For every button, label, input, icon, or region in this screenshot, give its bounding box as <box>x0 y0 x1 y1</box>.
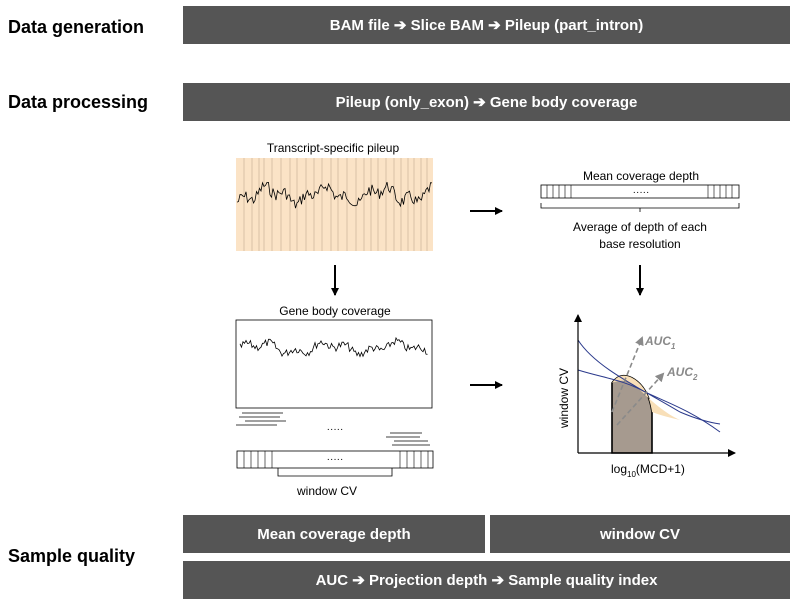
data-processing-flow-bar: Pileup (only_exon) ➔ Gene body coverage <box>183 83 790 121</box>
auc2-region <box>611 374 653 454</box>
auc2-arrow <box>616 372 665 426</box>
auc2-label: AUC2 <box>666 365 698 382</box>
window-cv-strip <box>236 450 434 469</box>
plot-x-label: log10(MCD+1) <box>611 462 685 479</box>
window-cv-box: window CV <box>490 515 790 553</box>
sample-quality-flow-bar: AUC ➔ Projection depth ➔ Sample quality … <box>183 561 790 599</box>
mcd-bracket <box>540 203 740 212</box>
coverage-dots: ····· <box>327 424 344 435</box>
plot-y-label: window CV <box>557 368 571 429</box>
mcd-note-line1: Average of depth of each <box>573 220 707 234</box>
pileup-title: Transcript-specific pileup <box>267 141 400 155</box>
window-cv-label: window CV <box>296 484 357 498</box>
section-label-data-generation: Data generation <box>8 17 145 37</box>
section-label-data-processing: Data processing <box>8 92 149 112</box>
auc-plot: AUC1 AUC2 window CV log10(MCD+1) <box>557 314 736 479</box>
auc1-arrow <box>611 336 644 413</box>
sliding-windows-left <box>236 412 286 426</box>
coverage-trace <box>239 336 428 358</box>
mcd-window-strip <box>540 184 740 199</box>
auc1-label: AUC1 <box>644 334 676 351</box>
sliding-windows-right <box>386 432 430 446</box>
section-label-sample-quality: Sample quality <box>8 546 136 566</box>
data-generation-flow-bar: BAM file ➔ Slice BAM ➔ Pileup (part_intr… <box>183 6 790 44</box>
curve-sample-1 <box>577 339 721 425</box>
mean-coverage-depth-box: Mean coverage depth <box>183 515 485 553</box>
window-dots: ····· <box>327 454 344 465</box>
coverage-panel <box>235 319 433 409</box>
window-cv-bracket <box>277 468 393 477</box>
auc1-region <box>612 375 680 420</box>
curve-sample-2 <box>577 369 721 433</box>
pileup-trace <box>236 181 433 209</box>
coverage-title: Gene body coverage <box>279 304 391 318</box>
mcd-title: Mean coverage depth <box>583 169 699 183</box>
mcd-dots: ····· <box>633 187 650 198</box>
mcd-note-line2: base resolution <box>599 237 680 251</box>
pileup-panel <box>236 158 433 251</box>
